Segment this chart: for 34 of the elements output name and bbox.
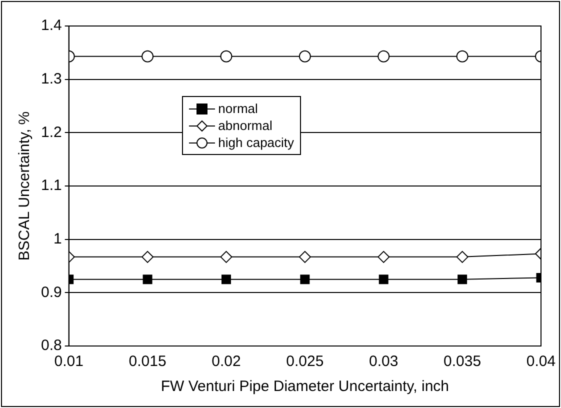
point [378,250,390,263]
legend-label: normal [218,101,258,116]
point [220,250,232,263]
y-axis-title: BSCAL Uncertainty, % [16,111,34,261]
x-tick-label: 0.035 [444,353,482,370]
point [378,274,388,284]
y-tick-label: 1.1 [40,177,62,194]
point [300,274,310,284]
point [221,274,231,284]
point [142,50,154,62]
point [456,50,468,62]
point [220,50,232,62]
x-tick-label: 0.025 [286,353,324,370]
y-tick-label: 1.3 [40,70,62,88]
point [378,50,390,62]
x-axis-title: FW Venturi Pipe Diameter Uncertainty, inch [160,378,450,396]
point [142,250,154,263]
x-tick-label: 0.03 [369,353,398,370]
point [458,274,468,284]
y-tick-label: 1.4 [40,17,62,34]
point [142,274,152,284]
point [456,250,468,263]
point [298,250,311,263]
y-tick-label: 1 [54,230,62,248]
x-tick-label: 0.01 [54,353,84,370]
point [298,50,311,62]
y-tick-label: 0.9 [40,284,62,301]
y-tick-label: 0.8 [40,337,62,354]
legend-label: high capacity [218,135,294,150]
legend-label: abnormal [218,118,272,134]
y-tick-label: 1.2 [40,124,62,141]
x-tick-label: 0.04 [526,353,556,370]
x-tick-label: 0.015 [128,353,166,370]
x-tick-label: 0.02 [212,353,241,370]
